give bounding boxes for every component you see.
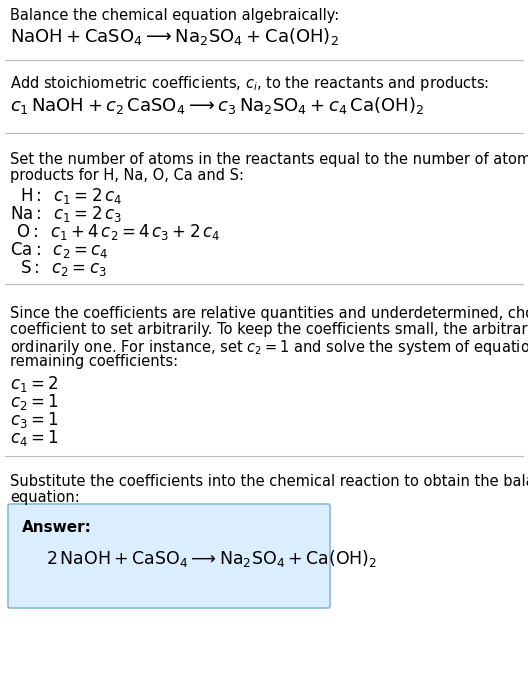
Text: $c_2 = 1$: $c_2 = 1$: [10, 392, 59, 412]
Text: $2\, \mathrm{NaOH + CaSO_4 \longrightarrow Na_2SO_4 + Ca(OH)_2}$: $2\, \mathrm{NaOH + CaSO_4 \longrightarr…: [46, 548, 378, 569]
Text: Add stoichiometric coefficients, $c_i$, to the reactants and products:: Add stoichiometric coefficients, $c_i$, …: [10, 74, 489, 93]
FancyBboxPatch shape: [8, 504, 330, 608]
Text: $c_1\, \mathrm{NaOH} + c_2\, \mathrm{CaSO_4} \longrightarrow c_3\, \mathrm{Na_2S: $c_1\, \mathrm{NaOH} + c_2\, \mathrm{CaS…: [10, 95, 424, 116]
Text: $c_1 = 2$: $c_1 = 2$: [10, 374, 59, 394]
Text: products for H, Na, O, Ca and S:: products for H, Na, O, Ca and S:: [10, 168, 244, 183]
Text: equation:: equation:: [10, 490, 80, 505]
Text: ordinarily one. For instance, set $c_2 = 1$ and solve the system of equations fo: ordinarily one. For instance, set $c_2 =…: [10, 338, 528, 357]
Text: $c_3 = 1$: $c_3 = 1$: [10, 410, 59, 430]
Text: Balance the chemical equation algebraically:: Balance the chemical equation algebraica…: [10, 8, 340, 23]
Text: Substitute the coefficients into the chemical reaction to obtain the balanced: Substitute the coefficients into the che…: [10, 474, 528, 489]
Text: $\mathrm{H{:}}\;\; c_1 = 2\, c_4$: $\mathrm{H{:}}\;\; c_1 = 2\, c_4$: [20, 186, 122, 206]
Text: $\mathrm{Na{:}}\;\; c_1 = 2\, c_3$: $\mathrm{Na{:}}\;\; c_1 = 2\, c_3$: [10, 204, 122, 224]
Text: remaining coefficients:: remaining coefficients:: [10, 354, 178, 369]
Text: coefficient to set arbitrarily. To keep the coefficients small, the arbitrary va: coefficient to set arbitrarily. To keep …: [10, 322, 528, 337]
Text: $\mathrm{NaOH + CaSO_4 \longrightarrow Na_2SO_4 + Ca(OH)_2}$: $\mathrm{NaOH + CaSO_4 \longrightarrow N…: [10, 26, 339, 47]
Text: $\mathrm{O{:}}\;\; c_1 + 4\, c_2 = 4\, c_3 + 2\, c_4$: $\mathrm{O{:}}\;\; c_1 + 4\, c_2 = 4\, c…: [16, 222, 220, 242]
Text: Set the number of atoms in the reactants equal to the number of atoms in the: Set the number of atoms in the reactants…: [10, 152, 528, 167]
Text: $c_4 = 1$: $c_4 = 1$: [10, 428, 59, 448]
Text: Answer:: Answer:: [22, 520, 92, 535]
Text: $\mathrm{Ca{:}}\;\; c_2 = c_4$: $\mathrm{Ca{:}}\;\; c_2 = c_4$: [10, 240, 108, 260]
Text: $\mathrm{S{:}}\;\; c_2 = c_3$: $\mathrm{S{:}}\;\; c_2 = c_3$: [20, 258, 107, 278]
Text: Since the coefficients are relative quantities and underdetermined, choose a: Since the coefficients are relative quan…: [10, 306, 528, 321]
